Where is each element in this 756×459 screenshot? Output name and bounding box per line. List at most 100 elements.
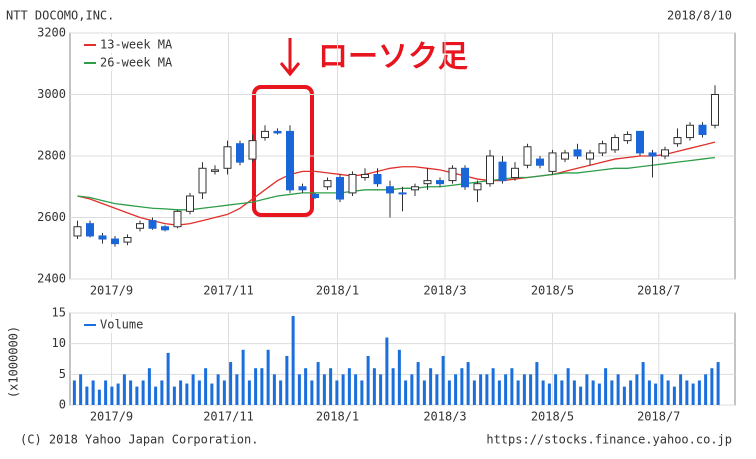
volume-bar <box>616 374 620 405</box>
volume-bar <box>129 380 133 405</box>
candle-body <box>486 155 494 185</box>
candle-body <box>261 130 269 139</box>
x-tick-label: 2018/3 <box>423 410 466 424</box>
volume-unit: (x1000000) <box>7 326 21 398</box>
moving-average <box>77 156 716 211</box>
volume-bar <box>385 337 389 405</box>
volume-bar <box>229 362 233 405</box>
volume-bar <box>697 380 701 405</box>
candle-body <box>211 169 219 172</box>
volume-bar <box>422 380 426 405</box>
chart-date: 2018/8/10 <box>667 9 732 23</box>
volume-bar <box>579 386 583 405</box>
volume-bar <box>516 380 520 405</box>
volume-bar <box>710 368 714 405</box>
legend-bg <box>80 37 190 53</box>
volume-bar <box>260 368 264 405</box>
volume-bar <box>397 349 401 405</box>
volume-bar <box>147 368 151 405</box>
candle-body <box>411 186 419 191</box>
y-tick-label: 10 <box>52 336 66 350</box>
volume-bar <box>641 362 645 405</box>
candle-body <box>148 220 157 229</box>
volume-bar <box>566 368 570 405</box>
candle-body <box>311 193 319 199</box>
y-tick-label: 3200 <box>37 26 66 40</box>
candle-body <box>361 173 369 179</box>
volume-bar <box>329 368 333 405</box>
volume-bar <box>172 386 176 405</box>
volume-bar <box>391 368 395 405</box>
candle-body <box>711 94 719 126</box>
volume-bar <box>491 368 495 405</box>
volume-bar <box>672 386 676 405</box>
volume-bar <box>291 316 295 405</box>
volume-bar <box>447 380 451 405</box>
legend-label: 13-week MA <box>100 38 173 52</box>
volume-bar <box>235 374 239 405</box>
moving-average <box>77 141 716 226</box>
volume-bar <box>472 380 476 405</box>
volume-bar <box>341 374 345 405</box>
candle-body <box>186 195 194 212</box>
volume-bar <box>247 380 251 405</box>
volume-bar <box>354 374 358 405</box>
source-url: https://stocks.finance.yahoo.co.jp <box>486 433 732 447</box>
candle-body <box>336 177 344 200</box>
volume-bar <box>454 374 458 405</box>
volume-bar <box>360 380 364 405</box>
volume-bar <box>104 380 108 405</box>
candle-body <box>598 143 607 154</box>
volume-bar <box>241 349 245 405</box>
candle-body <box>436 180 444 185</box>
volume-bar <box>85 386 89 405</box>
candle-body <box>473 183 482 191</box>
volume-bar <box>529 374 533 405</box>
volume-bar <box>116 383 120 405</box>
volume-bar <box>597 383 601 405</box>
candle-body <box>536 158 544 166</box>
candle-body <box>111 238 119 245</box>
volume-bar <box>79 374 83 405</box>
volume-bar <box>435 374 439 405</box>
volume-bar <box>222 380 226 405</box>
candle-body <box>136 223 144 229</box>
volume-bar <box>416 362 420 405</box>
volume-bar <box>310 380 314 405</box>
candle-body <box>636 130 644 154</box>
x-tick-label: 2017/11 <box>203 410 254 424</box>
volume-bar <box>647 380 651 405</box>
candle-body <box>673 137 682 145</box>
candle-body <box>661 149 669 157</box>
candle-body <box>448 167 457 182</box>
volume-bar <box>304 368 308 405</box>
volume-bar <box>210 383 214 405</box>
copyright: (C) 2018 Yahoo Japan Corporation. <box>20 433 258 447</box>
volume-bar <box>535 362 539 405</box>
volume-bar <box>166 352 170 405</box>
volume-bar <box>160 380 164 405</box>
candle-body <box>648 152 657 157</box>
volume-bar <box>122 374 126 405</box>
volume-bar <box>185 383 189 405</box>
candle-body <box>273 130 282 134</box>
y-tick-label: 0 <box>59 398 66 412</box>
volume-bar <box>110 386 114 405</box>
candle-body <box>398 192 407 195</box>
volume-bar <box>179 380 183 405</box>
y-tick-label: 15 <box>52 306 66 320</box>
candle-body <box>548 152 557 172</box>
candle-body <box>248 140 257 160</box>
candle-body <box>98 235 107 240</box>
volume-bar <box>322 374 326 405</box>
volume-bar <box>135 386 139 405</box>
volume-bar <box>191 374 195 405</box>
volume-bar <box>504 374 508 405</box>
candle-body <box>198 167 207 194</box>
legend-bg <box>80 55 190 71</box>
x-tick-label: 2018/1 <box>316 284 359 298</box>
volume-bar <box>622 386 626 405</box>
volume-bar <box>254 368 258 405</box>
volume-bar <box>497 380 501 405</box>
candle-body <box>573 149 582 157</box>
